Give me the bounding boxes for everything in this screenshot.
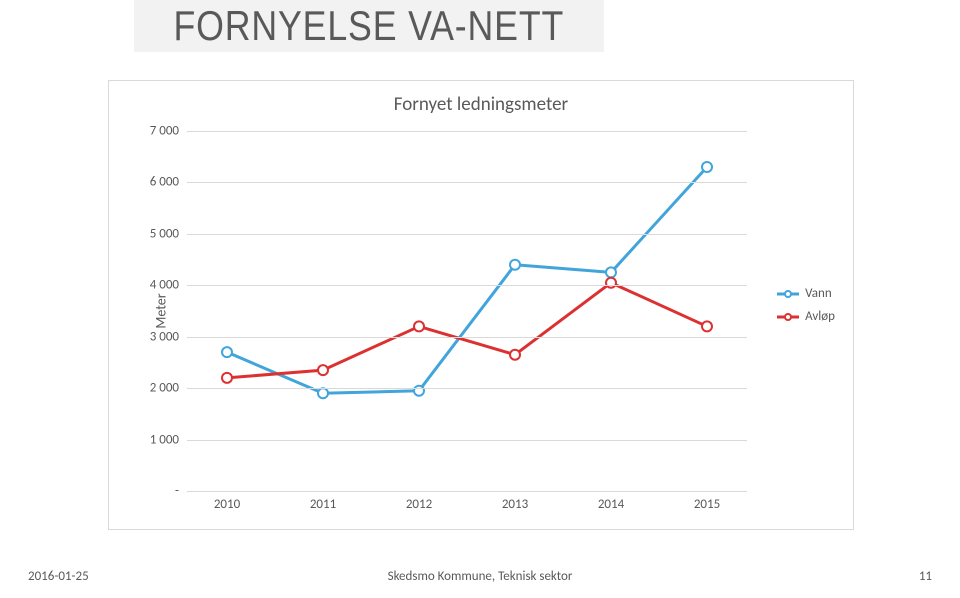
x-tick-label: 2013 [485,497,545,512]
y-tick-label: 6 000 [119,175,179,190]
footer-org: Skedsmo Kommune, Teknisk sektor [388,569,573,584]
y-tick-label: 3 000 [119,329,179,344]
footer-page: 11 [919,569,932,584]
series-line [227,167,707,393]
y-tick-label: 2 000 [119,381,179,396]
grid-line [187,337,747,338]
legend-label: Vann [805,286,832,301]
title-bar: FORNYELSE VA-NETT [134,0,604,52]
grid-line [187,440,747,441]
series-marker [222,347,232,357]
series-marker [510,350,520,360]
y-tick-label: 1 000 [119,432,179,447]
legend-label: Avløp [805,309,835,324]
footer-date: 2016-01-25 [28,569,89,584]
grid-line [187,182,747,183]
x-tick-label: 2012 [389,497,449,512]
series-svg [187,131,747,491]
series-marker [510,260,520,270]
grid-line [187,491,747,492]
footer: 2016-01-25 Skedsmo Kommune, Teknisk sekt… [28,569,932,584]
legend-item: Avløp [777,309,835,324]
y-tick-label: 5 000 [119,226,179,241]
series-marker [702,321,712,331]
x-tick-label: 2011 [293,497,353,512]
series-line [227,283,707,378]
slide-title: FORNYELSE VA-NETT [174,2,565,50]
legend: Vann Avløp [777,278,835,332]
series-marker [318,388,328,398]
grid-line [187,285,747,286]
y-tick-label: 4 000 [119,278,179,293]
x-tick-label: 2015 [677,497,737,512]
grid-line [187,131,747,132]
legend-marker-icon [777,288,799,300]
x-tick-label: 2014 [581,497,641,512]
y-axis-label: Meter [153,293,170,328]
x-tick-label: 2010 [197,497,257,512]
legend-marker-icon [777,311,799,323]
grid-line [187,388,747,389]
chart-title: Fornyet ledningsmeter [109,93,853,116]
chart-container: Fornyet ledningsmeter Meter -1 0002 0003… [108,80,854,530]
series-marker [414,321,424,331]
series-marker [702,162,712,172]
legend-item: Vann [777,286,835,301]
series-marker [318,365,328,375]
y-tick-label: - [119,484,179,499]
plot-area: Meter -1 0002 0003 0004 0005 0006 0007 0… [187,131,747,491]
series-marker [606,267,616,277]
series-marker [222,373,232,383]
grid-line [187,234,747,235]
y-tick-label: 7 000 [119,124,179,139]
